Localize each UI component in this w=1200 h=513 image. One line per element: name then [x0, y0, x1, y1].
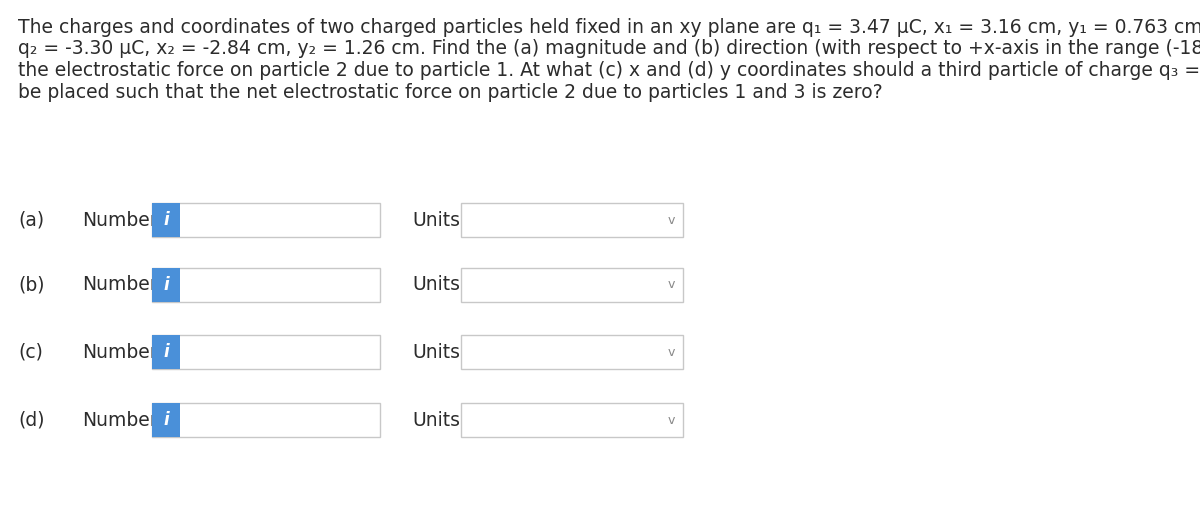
Text: i: i: [163, 411, 169, 429]
Text: The charges and coordinates of two charged particles held fixed in an xy plane a: The charges and coordinates of two charg…: [18, 18, 1200, 37]
Text: Units: Units: [412, 275, 460, 294]
Bar: [461, 335, 683, 369]
Bar: [461, 403, 683, 437]
Text: i: i: [163, 276, 169, 294]
Text: (a): (a): [18, 210, 44, 229]
Text: Units: Units: [412, 210, 460, 229]
Bar: [152, 403, 380, 437]
Bar: [152, 268, 380, 302]
Text: i: i: [163, 211, 169, 229]
Bar: [152, 268, 180, 302]
Bar: [152, 203, 180, 237]
Bar: [152, 403, 180, 437]
Text: Number: Number: [82, 410, 157, 429]
Bar: [461, 268, 683, 302]
Text: v: v: [667, 345, 674, 359]
Text: the electrostatic force on particle 2 due to particle 1. At what (c) x and (d) y: the electrostatic force on particle 2 du…: [18, 61, 1200, 80]
Text: Number: Number: [82, 210, 157, 229]
Text: Units: Units: [412, 343, 460, 362]
Bar: [152, 335, 180, 369]
Bar: [152, 203, 380, 237]
Text: i: i: [163, 343, 169, 361]
Text: be placed such that the net electrostatic force on particle 2 due to particles 1: be placed such that the net electrostati…: [18, 83, 883, 102]
Text: (d): (d): [18, 410, 44, 429]
Text: v: v: [667, 279, 674, 291]
Text: (c): (c): [18, 343, 43, 362]
Bar: [461, 203, 683, 237]
Text: q₂ = -3.30 μC, x₂ = -2.84 cm, y₂ = 1.26 cm. Find the (a) magnitude and (b) direc: q₂ = -3.30 μC, x₂ = -2.84 cm, y₂ = 1.26 …: [18, 40, 1200, 58]
Text: (b): (b): [18, 275, 44, 294]
Text: v: v: [667, 213, 674, 227]
Bar: [152, 335, 380, 369]
Text: v: v: [667, 413, 674, 426]
Text: Units: Units: [412, 410, 460, 429]
Text: Number: Number: [82, 275, 157, 294]
Text: Number: Number: [82, 343, 157, 362]
